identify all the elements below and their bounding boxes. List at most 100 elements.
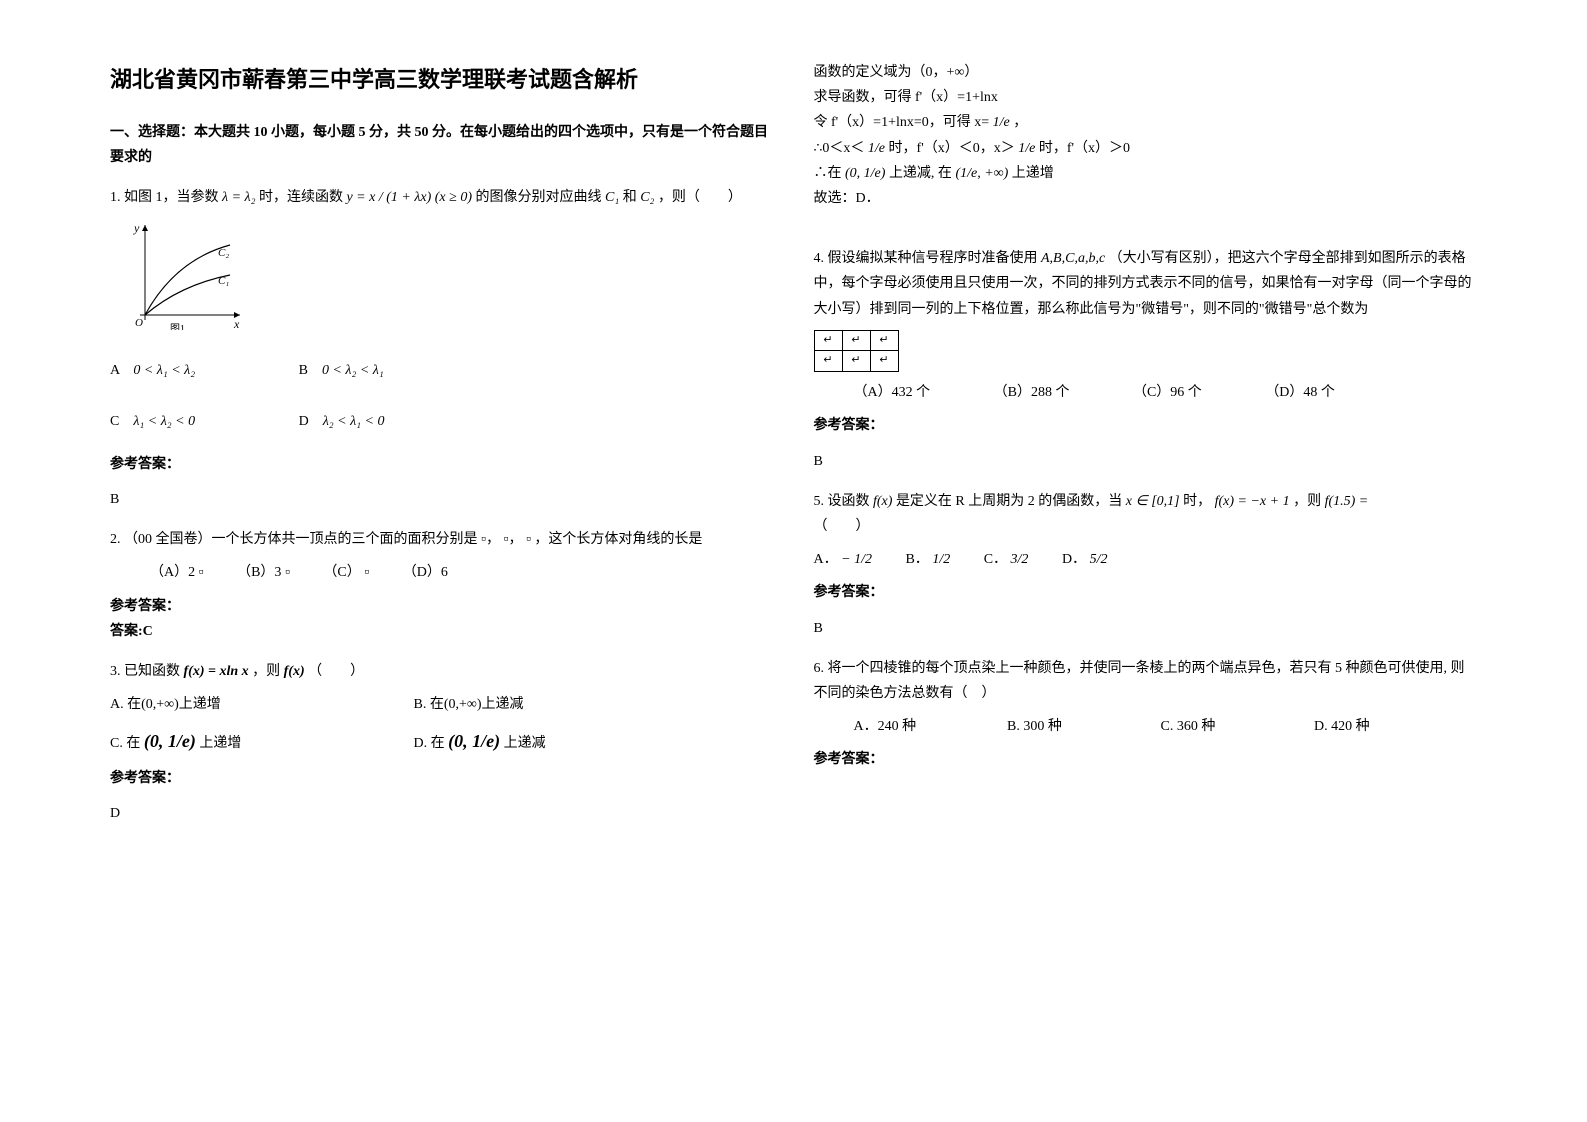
- answer-label: 参考答案：: [814, 413, 1478, 438]
- q-text: 的图像分别对应曲线: [476, 190, 602, 205]
- svg-text:图1: 图1: [170, 323, 185, 330]
- q-num: 5.: [814, 494, 825, 509]
- sol-line: 故选：D．: [814, 186, 1478, 211]
- figure-1: y x O C₂ C₁ 图1: [130, 220, 250, 339]
- q-text: 假设编拟某种信号程序时准备使用: [828, 251, 1038, 266]
- q-text: 设函数: [828, 494, 870, 509]
- svg-text:O: O: [135, 317, 143, 329]
- choice-a: （A）432 个: [854, 380, 931, 405]
- section-header: 一、选择题：本大题共 10 小题，每小题 5 分，共 50 分。在每小题给出的四…: [110, 120, 774, 170]
- math: λ = λ₂: [222, 190, 255, 205]
- answer-label: 参考答案：: [110, 452, 774, 477]
- math-formula: y = x / (1 + λx) (x ≥ 0): [346, 185, 472, 210]
- q-text: 已知函数: [124, 664, 180, 679]
- sol-line: ∴在 (0, 1/e) 上递减, 在 (1/e, +∞) 上递增: [814, 161, 1478, 186]
- answer-label: 参考答案：: [110, 766, 774, 791]
- square: ▫: [503, 532, 508, 547]
- choice-a: （A）2 ▫: [150, 560, 204, 585]
- answer: B: [814, 449, 1478, 474]
- svg-text:y: y: [133, 221, 140, 235]
- choice-a: A．240 种: [854, 714, 1004, 739]
- q-text: 将一个四棱锥的每个顶点染上一种颜色，并使同一条棱上的两个端点异色，若只有 5 种…: [814, 661, 1465, 701]
- sol-line: ∴0＜x＜ 1/e 时，f'（x）＜0，x＞ 1/e 时，f'（x）＞0: [814, 136, 1478, 161]
- choices: （A）2 ▫ （B）3 ▫ （C） ▫ （D）6: [150, 560, 774, 585]
- question-3: 3. 已知函数 f(x) = xln x ，则 f(x) （ ） A. 在(0,…: [110, 659, 774, 826]
- choices: C. 在 (0, 1/e) 上递增 D. 在 (0, 1/e) 上递减: [110, 725, 774, 757]
- answer-label: 参考答案：: [814, 747, 1478, 772]
- svg-text:x: x: [233, 317, 240, 330]
- q-text: 和: [623, 190, 637, 205]
- math: x ∈ [0,1]: [1126, 494, 1180, 509]
- choice-c: C λ₁ < λ₂ < 0: [110, 409, 195, 434]
- choices: A． − 1/2 B． 1/2 C． 3/2 D． 5/2: [814, 547, 1478, 572]
- q-num: 3.: [110, 664, 121, 679]
- q-text: 是定义在 R 上周期为 2 的偶函数，当: [896, 494, 1122, 509]
- q-text: 如图 1，当参数: [124, 190, 219, 205]
- question-4: 4. 假设编拟某种信号程序时准备使用 A,B,C,a,b,c （大小写有区别），…: [814, 246, 1478, 474]
- q-text: 时，连续函数: [259, 190, 343, 205]
- choice-a: A. 在(0,+∞)上递增: [110, 692, 410, 717]
- choice-b: B． 1/2: [905, 547, 950, 572]
- choice-c: C． 3/2: [984, 547, 1029, 572]
- q-text: ，则: [252, 664, 280, 679]
- answer: B: [110, 487, 774, 512]
- math: f(x): [873, 494, 892, 509]
- choice-b: B. 300 种: [1007, 714, 1157, 739]
- math: f(x) = xln x: [184, 664, 249, 679]
- math: f(x): [284, 664, 305, 679]
- q-num: 6.: [814, 661, 825, 676]
- choice-d: （D）48 个: [1265, 380, 1335, 405]
- choice-b: B. 在(0,+∞)上递减: [414, 697, 524, 712]
- question-5: 5. 设函数 f(x) 是定义在 R 上周期为 2 的偶函数，当 x ∈ [0,…: [814, 489, 1478, 641]
- q-num: 1.: [110, 190, 121, 205]
- c1: C₁: [605, 190, 619, 205]
- choice-a: A． − 1/2: [814, 547, 872, 572]
- svg-text:C₁: C₁: [218, 275, 229, 287]
- choices: A 0 < λ₁ < λ₂ B 0 < λ₂ < λ₁: [110, 358, 774, 383]
- choice-b: B 0 < λ₂ < λ₁: [299, 358, 384, 383]
- choice-d: D. 在 (0, 1/e) 上递减: [414, 736, 546, 751]
- choices: （A）432 个 （B）288 个 （C）96 个 （D）48 个: [854, 380, 1478, 405]
- choice-b: （B）3 ▫: [237, 560, 290, 585]
- choice-d: D． 5/2: [1062, 547, 1108, 572]
- right-column: 函数的定义域为（0，+∞） 求导函数，可得 f'（x）=1+lnx 令 f'（x…: [794, 60, 1498, 1062]
- q-tail: ，这个长方体对角线的长是: [534, 532, 702, 547]
- answer: B: [814, 616, 1478, 641]
- q-text: （00 全国卷）一个长方体共一顶点的三个面的面积分别是: [124, 532, 478, 547]
- answer: D: [110, 801, 774, 826]
- choices: A．240 种 B. 300 种 C. 360 种 D. 420 种: [854, 714, 1478, 739]
- sol-line: 求导函数，可得 f'（x）=1+lnx: [814, 85, 1478, 110]
- answer-label: 参考答案：: [814, 580, 1478, 605]
- choice-d: （D）6: [403, 560, 448, 585]
- answer: 答案:C: [110, 619, 774, 644]
- q-text: 时，: [1183, 494, 1211, 509]
- choice-b: （B）288 个: [994, 380, 1070, 405]
- math: f(x) = −x + 1: [1215, 494, 1290, 509]
- left-column: 湖北省黄冈市蕲春第三中学高三数学理联考试题含解析 一、选择题：本大题共 10 小…: [90, 60, 794, 1062]
- question-1: 1. 如图 1，当参数 λ = λ₂ 时，连续函数 y = x / (1 + λ…: [110, 185, 774, 512]
- choice-c: （C） ▫: [323, 560, 369, 585]
- square: ▫: [526, 532, 531, 547]
- q-tail: ，则（ ）: [658, 190, 742, 205]
- sol-line: 令 f'（x）=1+lnx=0，可得 x= 1/e ，: [814, 110, 1478, 135]
- choices: C λ₁ < λ₂ < 0 D λ₂ < λ₁ < 0: [110, 409, 774, 434]
- q-num: 2.: [110, 532, 121, 547]
- signal-grid: ↵↵↵ ↵↵↵: [814, 330, 899, 373]
- math: f(1.5) =: [1325, 494, 1369, 509]
- q-num: 4.: [814, 251, 825, 266]
- svg-text:C₂: C₂: [218, 247, 229, 259]
- q-tail: （ ）: [814, 514, 1478, 539]
- choice-d: D. 420 种: [1314, 719, 1370, 734]
- choices: A. 在(0,+∞)上递增 B. 在(0,+∞)上递减: [110, 692, 774, 717]
- choice-d: D λ₂ < λ₁ < 0: [299, 409, 385, 434]
- answer-label: 参考答案：: [110, 594, 774, 619]
- sol-line: 函数的定义域为（0，+∞）: [814, 60, 1478, 85]
- choice-a: A 0 < λ₁ < λ₂: [110, 358, 195, 383]
- choice-c: C. 360 种: [1161, 714, 1311, 739]
- q-tail: （ ）: [308, 664, 364, 679]
- choice-c: C. 在 (0, 1/e) 上递增: [110, 725, 410, 757]
- question-2: 2. （00 全国卷）一个长方体共一顶点的三个面的面积分别是 ▫， ▫， ▫ ，…: [110, 527, 774, 644]
- c2: C₂: [640, 190, 654, 205]
- letters: A,B,C,a,b,c: [1041, 251, 1105, 266]
- choice-c: （C）96 个: [1133, 380, 1202, 405]
